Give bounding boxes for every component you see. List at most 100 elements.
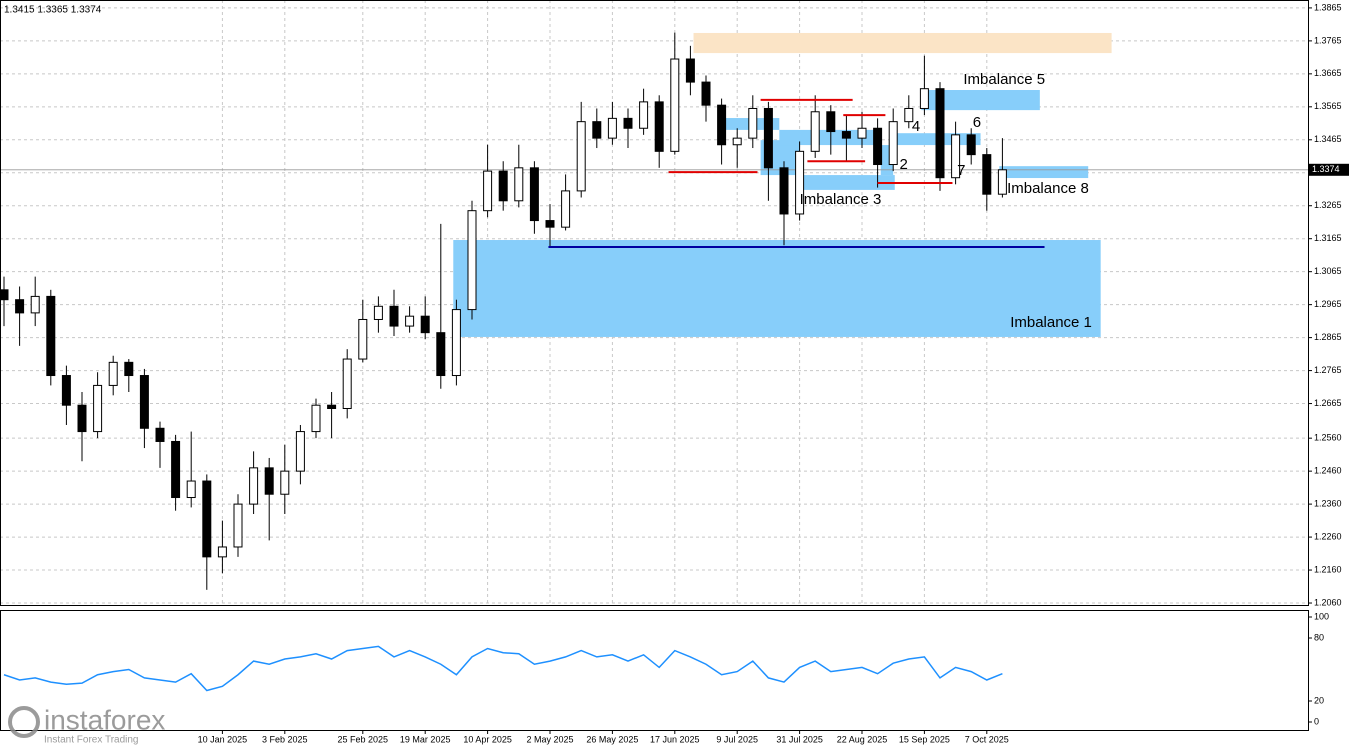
last-price-box bbox=[1309, 163, 1349, 176]
candle-body bbox=[951, 134, 961, 179]
candle-body bbox=[810, 111, 820, 152]
y-tick-label: 1.3865 bbox=[1314, 2, 1342, 12]
y-tick-label: 0 bbox=[1314, 716, 1319, 726]
candle-body bbox=[77, 404, 87, 433]
annotation: 4 bbox=[912, 118, 920, 135]
oscillator-line bbox=[3, 645, 1003, 692]
candle-body bbox=[592, 121, 602, 139]
candle-body bbox=[93, 384, 103, 433]
y-tick-label: 1.2560 bbox=[1314, 433, 1342, 443]
candle-body bbox=[139, 375, 149, 429]
y-tick-label: 1.3665 bbox=[1314, 68, 1342, 78]
candle-body bbox=[155, 427, 165, 442]
y-tick-label: 1.2865 bbox=[1314, 332, 1342, 342]
x-tick-label: 15 Sep 2025 bbox=[899, 734, 950, 744]
candle-body bbox=[280, 470, 290, 495]
y-tick-label: 1.2460 bbox=[1314, 466, 1342, 476]
imbalance-zone bbox=[799, 175, 895, 190]
candle-body bbox=[935, 88, 945, 179]
candle-body bbox=[623, 117, 633, 129]
candle-body bbox=[717, 104, 727, 146]
annotation: Imbalance 8 bbox=[1007, 180, 1089, 197]
x-tick-label: 19 Mar 2025 bbox=[400, 734, 451, 744]
candle-body bbox=[763, 107, 773, 169]
annotation: 2 bbox=[899, 156, 907, 173]
x-tick-label: 17 Jun 2025 bbox=[650, 734, 700, 744]
y-tick-label: 1.2965 bbox=[1314, 299, 1342, 309]
candle-body bbox=[186, 480, 196, 499]
candle-body bbox=[529, 167, 539, 222]
y-tick-label: 1.3165 bbox=[1314, 233, 1342, 243]
candle-body bbox=[15, 299, 25, 314]
ohlc-header: 1.3415 1.3365 1.3374 bbox=[4, 5, 102, 16]
candle-body bbox=[249, 467, 259, 505]
candle-body bbox=[748, 107, 758, 139]
x-tick-label: 7 Oct 2025 bbox=[965, 734, 1009, 744]
y-tick-label: 1.2260 bbox=[1314, 531, 1342, 541]
candle-body bbox=[904, 107, 914, 123]
layer bbox=[0, 32, 1045, 692]
y-tick-label: 1.3065 bbox=[1314, 266, 1342, 276]
x-tick-label: 3 Feb 2025 bbox=[262, 734, 308, 744]
candle-body bbox=[467, 210, 477, 311]
layer: 1.38651.37651.36651.35651.34651.33651.32… bbox=[198, 2, 1349, 744]
candle-body bbox=[61, 375, 71, 406]
candle-body bbox=[30, 295, 40, 314]
candle-body bbox=[654, 101, 664, 152]
candle-body bbox=[639, 101, 649, 129]
candle-body bbox=[982, 154, 992, 195]
candle-body bbox=[498, 170, 508, 202]
y-tick-label: 1.3565 bbox=[1314, 101, 1342, 111]
x-tick-label: 31 Jul 2025 bbox=[776, 734, 823, 744]
x-tick-label: 22 Aug 2025 bbox=[837, 734, 888, 744]
imbalance-zone bbox=[921, 90, 1040, 111]
candle-body bbox=[405, 315, 415, 327]
candle-body bbox=[795, 150, 805, 215]
imbalance-zone bbox=[453, 240, 1101, 337]
annotation: 6 bbox=[973, 114, 981, 131]
y-tick-label: 1.3465 bbox=[1314, 134, 1342, 144]
candle-body bbox=[997, 169, 1007, 195]
candle-body bbox=[342, 358, 352, 409]
annotation: Imbalance 5 bbox=[963, 71, 1045, 88]
x-tick-label: 2 May 2025 bbox=[526, 734, 573, 744]
candle-body bbox=[264, 467, 274, 495]
y-tick-label: 1.2665 bbox=[1314, 398, 1342, 408]
candle-body bbox=[888, 121, 898, 166]
y-tick-label: 1.2765 bbox=[1314, 365, 1342, 375]
y-tick-label: 1.3765 bbox=[1314, 35, 1342, 45]
candle-body bbox=[966, 134, 976, 156]
candle-body bbox=[171, 440, 181, 499]
y-tick-label: 80 bbox=[1314, 632, 1324, 642]
candle-body bbox=[576, 121, 586, 192]
last-price-label: 1.3374 bbox=[1312, 164, 1340, 174]
candle-body bbox=[732, 137, 742, 146]
candle-body bbox=[0, 289, 9, 301]
x-tick-label: 25 Feb 2025 bbox=[338, 734, 389, 744]
candle-body bbox=[451, 309, 461, 377]
candle-body bbox=[561, 190, 571, 228]
y-tick-label: 1.2160 bbox=[1314, 564, 1342, 574]
imbalance-zone bbox=[779, 129, 881, 146]
candle-body bbox=[233, 503, 243, 548]
y-tick-label: 100 bbox=[1314, 611, 1329, 621]
x-tick-label: 26 May 2025 bbox=[586, 734, 638, 744]
candle-body bbox=[701, 81, 711, 106]
main-frame bbox=[0, 0, 1309, 606]
candle-body bbox=[358, 318, 368, 360]
y-tick-label: 1.2360 bbox=[1314, 498, 1342, 508]
x-tick-label: 9 Jul 2025 bbox=[716, 734, 758, 744]
candle-body bbox=[389, 305, 399, 327]
candle-body bbox=[311, 404, 321, 433]
candle-body bbox=[202, 480, 212, 558]
candle-body bbox=[420, 315, 430, 334]
candle-body bbox=[919, 88, 929, 109]
logo-name: instaforex bbox=[44, 704, 165, 735]
candle-body bbox=[545, 220, 555, 228]
layer bbox=[0, 0, 1308, 605]
candle-body bbox=[873, 127, 883, 166]
candle-body bbox=[436, 332, 446, 377]
imbalance-zone bbox=[693, 32, 1112, 54]
